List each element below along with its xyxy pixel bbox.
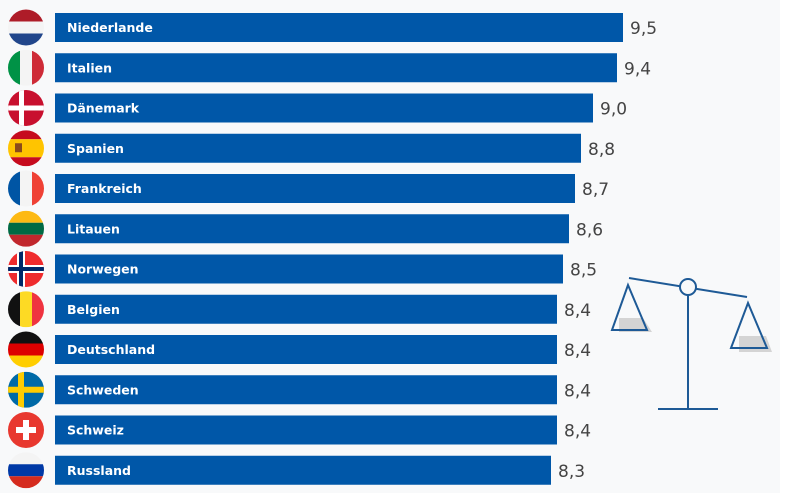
value-label: 8,4	[564, 301, 591, 321]
bar-label: Frankreich	[67, 181, 142, 196]
flag-icon-no	[8, 251, 44, 287]
bar-label: Russland	[67, 463, 131, 478]
flag-icon-se	[8, 371, 44, 408]
value-label: 9,0	[600, 100, 627, 120]
bar	[55, 214, 569, 244]
value-label: 8,8	[588, 140, 615, 160]
bar	[55, 93, 593, 123]
bar-label: Italien	[67, 60, 112, 75]
bar	[55, 174, 575, 203]
bar	[55, 335, 557, 364]
flag-icon-dk	[8, 90, 44, 126]
bar	[55, 133, 581, 163]
bar-label: Spanien	[67, 141, 124, 156]
flag-icon-fr	[8, 170, 44, 207]
value-label: 8,3	[558, 462, 585, 482]
bar	[55, 415, 557, 445]
bar-label: Litauen	[67, 221, 120, 236]
bar	[55, 53, 617, 83]
bar-label: Schweiz	[67, 423, 124, 438]
flag-icon-de	[8, 331, 44, 368]
bar	[55, 13, 623, 42]
value-label: 8,4	[564, 341, 591, 361]
bar-label: Niederlande	[67, 20, 153, 35]
bar	[55, 375, 557, 405]
balance-scale-icon	[610, 277, 772, 410]
bar	[55, 294, 557, 324]
value-label: 8,5	[570, 261, 597, 281]
bar-label: Belgien	[67, 302, 120, 317]
flag-icon-ru	[8, 452, 44, 489]
flag-icon-nl	[8, 9, 44, 46]
flag-icon-ch	[8, 412, 44, 448]
value-label: 8,4	[564, 422, 591, 442]
bar-label: Schweden	[67, 382, 139, 397]
value-label: 9,4	[624, 59, 651, 79]
value-label: 8,6	[576, 220, 603, 240]
bar-label: Norwegen	[67, 262, 139, 277]
bar-label: Deutschland	[67, 342, 155, 357]
value-label: 9,5	[630, 19, 657, 39]
bar	[55, 254, 563, 284]
bar-label: Dänemark	[67, 101, 140, 116]
flag-icon-es	[8, 130, 44, 167]
value-label: 8,7	[582, 180, 609, 200]
flag-icon-be	[8, 291, 44, 328]
value-label: 8,4	[564, 381, 591, 401]
flag-icon-lt	[8, 210, 44, 247]
bar	[55, 455, 551, 485]
flag-icon-it	[8, 49, 44, 86]
